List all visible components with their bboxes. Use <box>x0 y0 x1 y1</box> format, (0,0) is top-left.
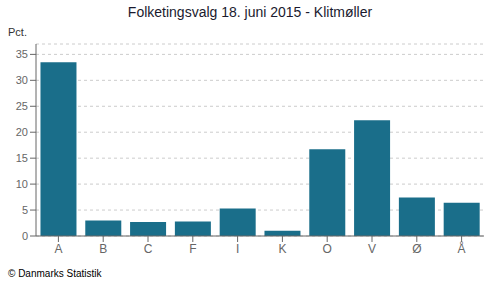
html-text:Folketingsvalg 18. juni 2015 -: Folketingsvalg 18. juni 2015 - Klitmølle… <box>127 4 373 20</box>
svg-text:10: 10 <box>16 178 28 190</box>
svg-text:25: 25 <box>16 100 28 112</box>
svg-text:Å: Å <box>458 241 466 256</box>
svg-text:0: 0 <box>22 230 28 242</box>
svg-text:30: 30 <box>16 74 28 86</box>
svg-text:5: 5 <box>22 204 28 216</box>
svg-text:20: 20 <box>16 126 28 138</box>
svg-text:A: A <box>54 242 62 256</box>
svg-text:F: F <box>189 242 196 256</box>
svg-text:15: 15 <box>16 152 28 164</box>
svg-text:Ø: Ø <box>412 242 421 256</box>
svg-text:C: C <box>144 242 153 256</box>
html-text:Pct.: Pct. <box>8 26 27 38</box>
svg-text:B: B <box>99 242 107 256</box>
svg-text:K: K <box>278 242 286 256</box>
svg-text:V: V <box>368 242 376 256</box>
svg-text:35: 35 <box>16 48 28 60</box>
svg-text:I: I <box>236 242 239 256</box>
html-text:© Danmarks Statistik: © Danmarks Statistik <box>8 268 102 279</box>
svg-text:O: O <box>323 242 332 256</box>
